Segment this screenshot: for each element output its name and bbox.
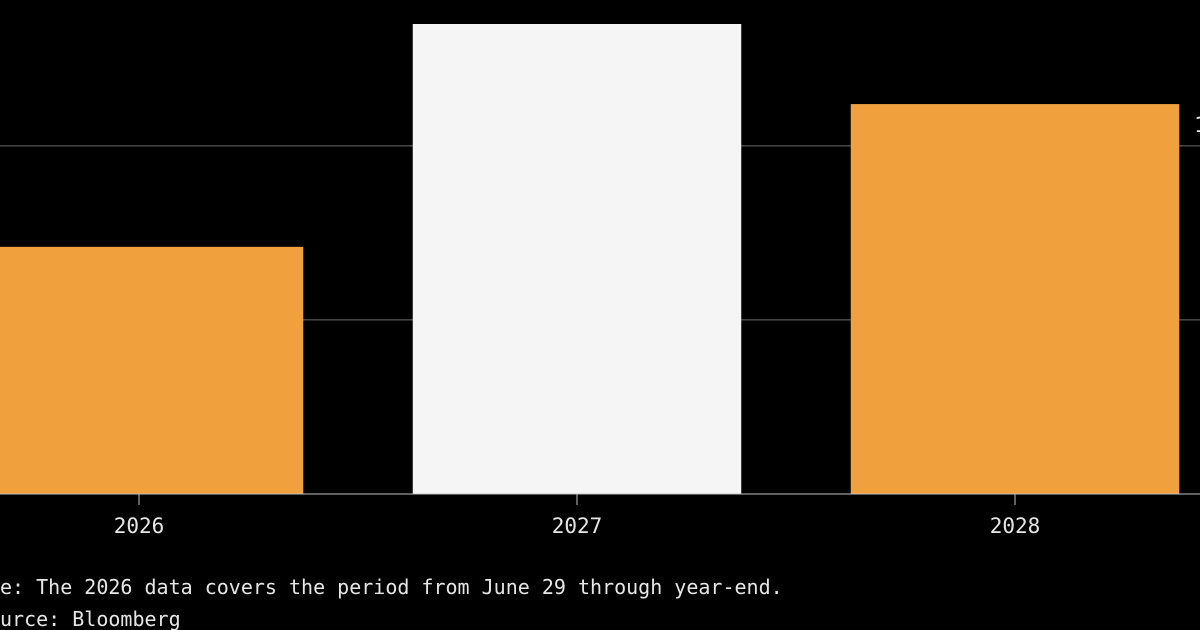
x-tick-label: 2028 bbox=[990, 514, 1041, 538]
bar bbox=[850, 104, 1180, 495]
x-tick-label: 2026 bbox=[114, 514, 165, 538]
x-tick-label: 2027 bbox=[552, 514, 603, 538]
bar bbox=[0, 246, 304, 494]
bar bbox=[412, 24, 742, 494]
y-tick-label: 100 bbox=[1194, 113, 1200, 137]
source: urce: Bloomberg bbox=[0, 607, 181, 630]
footnote: e: The 2026 data covers the period from … bbox=[0, 575, 783, 599]
x-axis: 2026 2027 2028 bbox=[0, 493, 1200, 538]
bars bbox=[0, 24, 1180, 495]
